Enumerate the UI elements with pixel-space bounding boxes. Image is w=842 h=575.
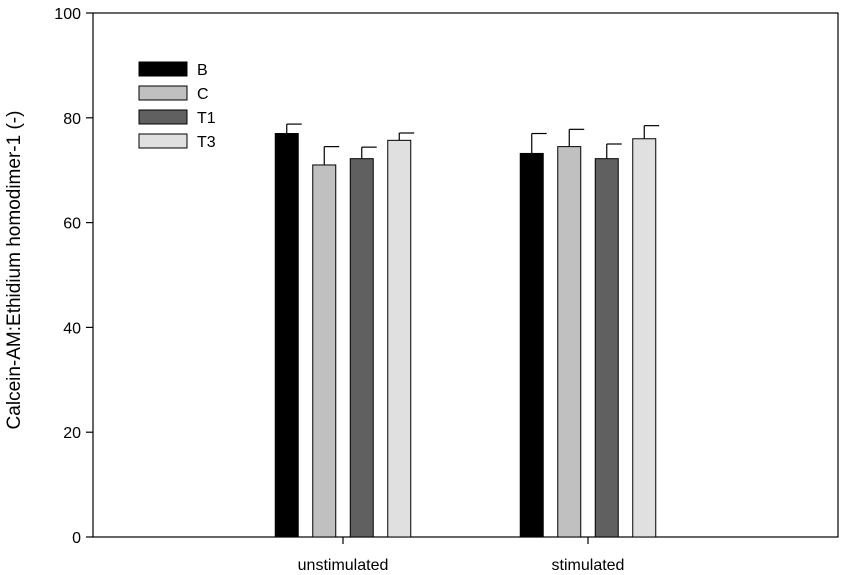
bar [557, 146, 582, 538]
y-tick-label: 60 [63, 216, 81, 233]
bar [387, 139, 412, 538]
legend-label: C [197, 86, 209, 103]
plot-frame [92, 12, 839, 538]
legend-label: T1 [197, 110, 216, 127]
bar [312, 164, 337, 538]
y-tick-label: 0 [72, 530, 81, 547]
legend: BC T1 T3 [138, 61, 216, 151]
y-tick-label: 20 [63, 425, 81, 442]
legend-swatch [138, 109, 188, 125]
bar [632, 138, 657, 538]
bar [274, 133, 299, 538]
x-tick-label: stimulated [552, 557, 625, 574]
x-tick-label: unstimulated [298, 557, 389, 574]
y-tick-label: 100 [54, 6, 81, 23]
legend-swatch [138, 61, 188, 77]
legend-label: T3 [197, 134, 216, 151]
y-axis-label: Calcein-AM:Ethidium homodimer-1 (-) [4, 111, 25, 430]
y-tick-label: 40 [63, 320, 81, 337]
bar [349, 158, 374, 538]
y-tick-label: 80 [63, 111, 81, 128]
axes: 0 20 40 60 80 100 unstimulated stimulated [54, 6, 839, 574]
legend-swatch [138, 133, 188, 149]
legend-swatch [138, 85, 188, 101]
legend-label: B [197, 62, 208, 79]
bars [274, 123, 660, 538]
bar [519, 152, 544, 538]
bar [594, 158, 619, 538]
